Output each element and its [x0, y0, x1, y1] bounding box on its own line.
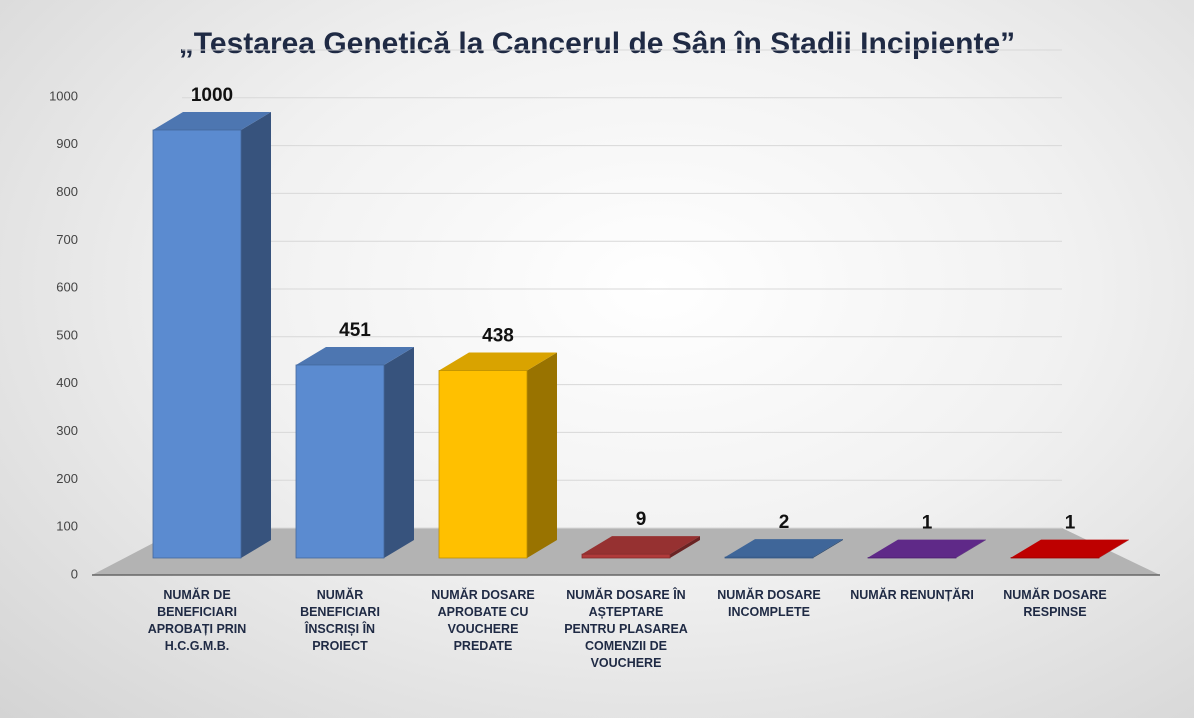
- y-tick-label: 900: [56, 136, 78, 151]
- bar-side: [956, 539, 986, 558]
- data-label: 451: [339, 320, 371, 341]
- y-tick-label: 1000: [49, 88, 78, 103]
- bar-top: [582, 536, 700, 555]
- bar-top: [1011, 539, 1129, 558]
- bar: [295, 364, 385, 559]
- y-tick-label: 200: [56, 471, 78, 486]
- bar-side: [813, 539, 843, 558]
- bar-side: [527, 352, 557, 558]
- y-tick-label: 600: [56, 280, 78, 295]
- data-label: 2: [779, 512, 790, 533]
- data-label: 1: [1065, 513, 1076, 534]
- bar-side: [241, 112, 271, 558]
- data-label: 1: [922, 513, 933, 534]
- bar-top: [296, 346, 414, 365]
- x-tick-label: NUMĂR DOSARE INCOMPLETE: [717, 588, 821, 619]
- bar: [438, 370, 528, 559]
- bar-side: [384, 346, 414, 558]
- x-tick-label: NUMĂR RENUNȚĂRI: [850, 588, 974, 602]
- bar: [152, 129, 242, 559]
- bar-side: [1099, 539, 1129, 558]
- bar-top: [153, 112, 271, 130]
- y-tick-label: 700: [56, 232, 78, 247]
- x-tick-label: NUMĂR DOSARE APROBATE CU VOUCHERE PREDAT…: [431, 588, 535, 653]
- x-tick-label: NUMĂR DOSARE ÎN AȘTEPTARE PENTRU PLASARE…: [564, 588, 688, 670]
- y-tick-label: 100: [56, 519, 78, 534]
- x-tick-label: NUMĂR BENEFICIARI ÎNSCRIȘI ÎN PROIECT: [300, 588, 380, 653]
- y-tick-label: 500: [56, 327, 78, 342]
- y-tick-label: 300: [56, 423, 78, 438]
- y-tick-label: 400: [56, 375, 78, 390]
- data-label: 9: [636, 509, 647, 530]
- data-label: 438: [482, 326, 514, 347]
- data-label: 1000: [191, 85, 233, 106]
- bar-top: [439, 352, 557, 371]
- chart-title: „Testarea Genetică la Cancerul de Sân în…: [179, 27, 1015, 60]
- bar: [724, 556, 814, 559]
- x-tick-label: NUMĂR DE BENEFICIARI APROBAȚI PRIN H.C.G…: [147, 588, 247, 653]
- bar-top: [868, 539, 986, 558]
- bar-top: [725, 539, 843, 558]
- bar-side: [670, 536, 700, 558]
- bar: [581, 553, 671, 559]
- y-tick-label: 800: [56, 184, 78, 199]
- x-tick-label: NUMĂR DOSARE RESPINSE: [1003, 588, 1107, 619]
- y-tick-label: 0: [71, 566, 78, 581]
